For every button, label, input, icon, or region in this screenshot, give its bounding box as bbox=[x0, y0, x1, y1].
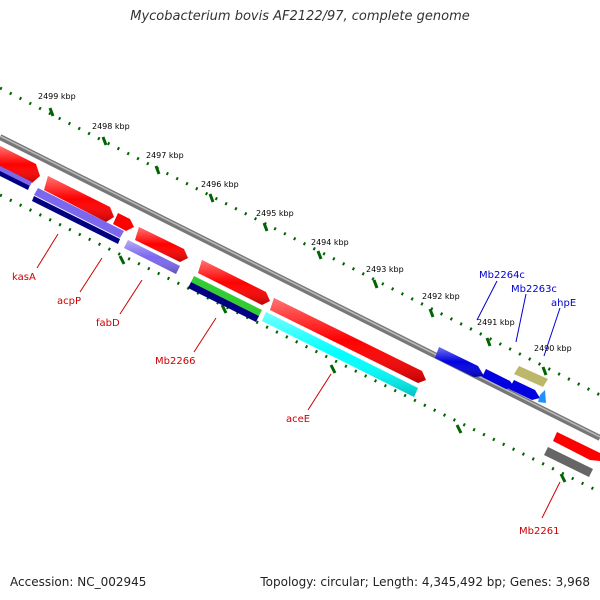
scale-tick bbox=[485, 337, 492, 347]
gene-label-mb2266: Mb2266 bbox=[155, 356, 195, 367]
scale-label: 2490 kbp bbox=[534, 344, 572, 353]
gene-label-ahpe: ahpE bbox=[551, 298, 576, 309]
gene-kasa[interactable] bbox=[0, 170, 30, 190]
topology-text: Topology: circular; Length: 4,345,492 bp… bbox=[260, 575, 590, 589]
scale-tick bbox=[154, 165, 161, 175]
scale-label: 2499 kbp bbox=[38, 92, 76, 101]
scale-tick bbox=[208, 193, 215, 203]
leader-mb2264c bbox=[476, 280, 498, 321]
backbone-line bbox=[0, 134, 600, 441]
scale-labels: 2499 kbp 2498 kbp 2497 kbp 2496 kbp 2495… bbox=[38, 92, 572, 353]
scale-tick bbox=[48, 107, 55, 117]
gene-acpp[interactable] bbox=[34, 188, 124, 238]
scale-label: 2496 kbp bbox=[201, 180, 239, 189]
scale-tick bbox=[262, 222, 269, 232]
gene-label-mb2263c: Mb2263c bbox=[511, 284, 557, 295]
scale-tick bbox=[541, 366, 548, 376]
backbone-highlight bbox=[0, 135, 600, 438]
cds-mb2261[interactable] bbox=[553, 432, 600, 461]
scale-tick bbox=[316, 250, 323, 260]
inner-scale-tick bbox=[559, 473, 567, 483]
scale-label: 2493 kbp bbox=[366, 265, 404, 274]
gene-mb2263c[interactable] bbox=[482, 369, 515, 389]
gene-kasa-upper[interactable] bbox=[0, 166, 32, 186]
scale-label: 2495 kbp bbox=[256, 209, 294, 218]
inner-scale-tick bbox=[329, 364, 337, 374]
gene-labels-top: Mb2264c Mb2263c ahpE bbox=[479, 270, 576, 309]
inner-scale-tick bbox=[118, 255, 126, 265]
leader-mb2261 bbox=[541, 481, 561, 519]
scale-tick bbox=[428, 308, 435, 318]
cds-fabd-small[interactable] bbox=[113, 213, 134, 231]
gene-row bbox=[0, 166, 593, 477]
gene-label-fabd: fabD bbox=[96, 318, 120, 329]
scale-tick bbox=[372, 279, 379, 289]
map-title: Mycobacterium bovis AF2122/97, complete … bbox=[130, 9, 470, 24]
gene-label-kasa: kasA bbox=[12, 272, 36, 283]
leader-mb2263c bbox=[515, 293, 527, 343]
inner-scale-tick bbox=[220, 304, 228, 314]
gene-ahpe-region[interactable] bbox=[514, 366, 548, 387]
cds-row bbox=[0, 146, 600, 461]
gene-mb2266[interactable] bbox=[188, 282, 259, 322]
scale-tick bbox=[101, 136, 108, 146]
scale-label: 2491 kbp bbox=[477, 318, 515, 327]
gene-label-mb2264c: Mb2264c bbox=[479, 270, 525, 281]
scale-label: 2497 kbp bbox=[146, 151, 184, 160]
accession-text: Accession: NC_002945 bbox=[10, 575, 147, 589]
forward-genes bbox=[435, 347, 548, 403]
gene-labels-bottom: kasA acpP fabD Mb2266 aceE Mb2261 bbox=[12, 272, 559, 537]
gene-label-mb2261: Mb2261 bbox=[519, 526, 559, 537]
inner-scale-tick bbox=[455, 424, 463, 434]
gene-label-acee: aceE bbox=[286, 414, 310, 425]
gene-ahpe-small[interactable] bbox=[538, 390, 546, 403]
outer-scale bbox=[0, 86, 600, 397]
label-leaders bbox=[36, 233, 561, 519]
leader-kasa bbox=[36, 233, 59, 269]
gene-acpp-lower[interactable] bbox=[32, 196, 120, 244]
gene-ahpe[interactable] bbox=[509, 380, 540, 400]
leader-ahpe bbox=[543, 307, 561, 357]
backbone bbox=[0, 134, 600, 441]
scale-label: 2492 kbp bbox=[422, 292, 460, 301]
scale-label: 2498 kbp bbox=[92, 122, 130, 131]
gene-mb2261[interactable] bbox=[544, 447, 593, 477]
leader-fabd bbox=[119, 279, 143, 315]
gene-label-acpp: acpP bbox=[57, 296, 81, 307]
gene-mb2266-green[interactable] bbox=[191, 276, 262, 316]
inner-scale-dots bbox=[0, 193, 600, 494]
outer-scale-dots bbox=[0, 86, 600, 397]
inner-scale bbox=[0, 193, 600, 494]
scale-label: 2494 kbp bbox=[311, 238, 349, 247]
leader-mb2266 bbox=[193, 317, 217, 353]
leader-acpp bbox=[79, 257, 103, 293]
leader-acee bbox=[307, 373, 332, 411]
